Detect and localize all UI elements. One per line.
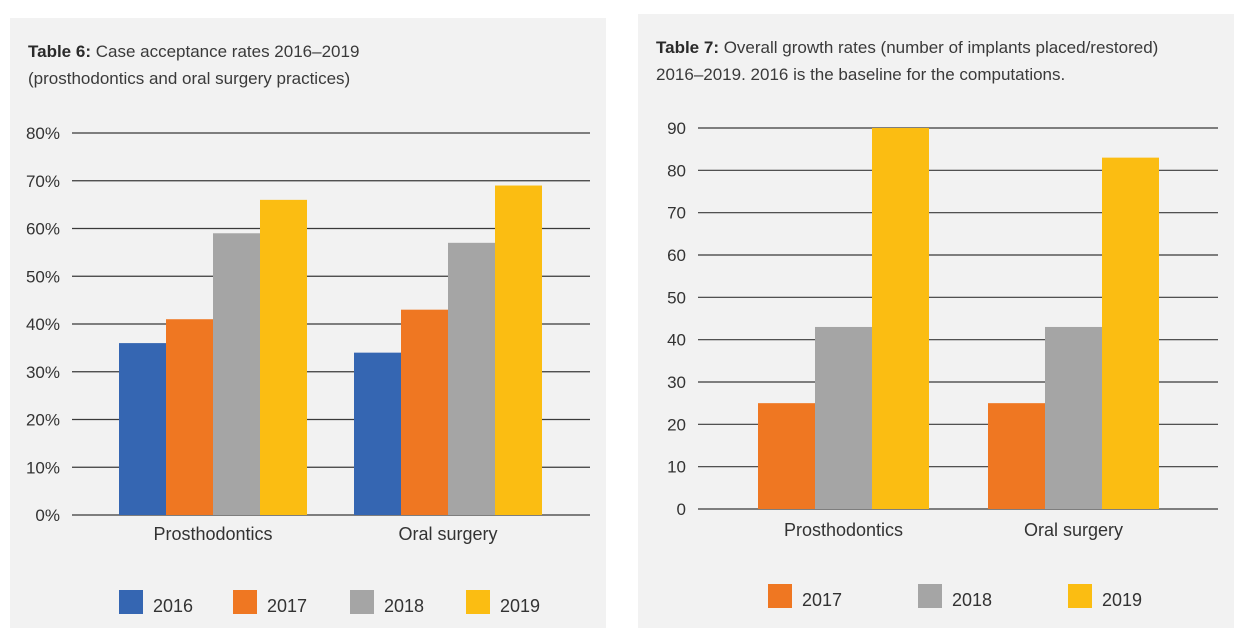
x-category-label: Oral surgery	[398, 524, 497, 544]
bar-2018-prosthodontics	[815, 326, 872, 509]
legend-swatch-2019	[466, 590, 490, 614]
y-tick-label: 70%	[26, 172, 60, 191]
bar-2018-oral-surgery	[448, 242, 495, 515]
bar-2017-prosthodontics	[758, 403, 815, 509]
y-tick-label: 60	[667, 246, 686, 265]
legend-swatch-2018	[350, 590, 374, 614]
table-6-panel: Table 6: Case acceptance rates 2016–2019…	[10, 18, 606, 628]
legend-label-2019: 2019	[1102, 590, 1142, 610]
bar-2016-oral-surgery	[354, 352, 401, 515]
x-category-label: Oral surgery	[1024, 520, 1123, 540]
y-tick-label: 80	[667, 161, 686, 180]
table-7-caption-line2: 2016–2019. 2016 is the baseline for the …	[656, 65, 1066, 84]
legend-swatch-2017	[768, 584, 792, 608]
table-6-caption-label: Table 6:	[28, 42, 91, 61]
y-tick-label: 60%	[26, 220, 60, 239]
y-tick-label: 30	[667, 373, 686, 392]
y-tick-label: 80%	[26, 124, 60, 143]
x-category-label: Prosthodontics	[153, 524, 272, 544]
legend-label-2018: 2018	[952, 590, 992, 610]
y-tick-label: 30%	[26, 363, 60, 382]
legend-label-2017: 2017	[802, 590, 842, 610]
y-tick-label: 70	[667, 204, 686, 223]
y-tick-label: 10%	[26, 458, 60, 477]
table-7-bar-chart: 0 10 20 30 40 50 60 70 80 90 Prosthodontics Oral su…	[667, 119, 1218, 610]
bar-2016-prosthodontics	[119, 343, 166, 515]
y-tick-label: 90	[667, 119, 686, 138]
table-7-panel: Table 7: Overall growth rates (number of…	[638, 14, 1234, 628]
bar-2017-oral-surgery	[401, 309, 448, 515]
bar-2019-oral-surgery	[495, 185, 542, 515]
table-6-caption: Table 6: Case acceptance rates 2016–2019…	[28, 38, 588, 92]
y-tick-label: 50	[667, 288, 686, 307]
y-tick-label: 10	[667, 458, 686, 477]
table-6-bar-chart: 0% 10% 20% 30% 40% 50% 60% 70% 80% Prosthodontics…	[26, 124, 590, 616]
legend-label-2019: 2019	[500, 596, 540, 616]
x-category-label: Prosthodontics	[784, 520, 903, 540]
legend-swatch-2016	[119, 590, 143, 614]
y-tick-label: 40	[667, 331, 686, 350]
table-7-caption-label: Table 7:	[656, 38, 719, 57]
bar-2018-oral-surgery	[1045, 326, 1102, 509]
table-7-caption-line1: Overall growth rates (number of implants…	[718, 38, 1159, 57]
y-tick-label: 40%	[26, 315, 60, 334]
legend-swatch-2018	[918, 584, 942, 608]
y-tick-label: 20	[667, 415, 686, 434]
y-tick-label: 0	[677, 500, 686, 519]
bar-2019-prosthodontics	[872, 128, 929, 509]
bar-2019-prosthodontics	[260, 199, 307, 515]
y-tick-label: 50%	[26, 267, 60, 286]
y-tick-label: 0%	[35, 506, 60, 525]
legend-label-2016: 2016	[153, 596, 193, 616]
legend-label-2017: 2017	[267, 596, 307, 616]
legend-swatch-2017	[233, 590, 257, 614]
legend-label-2018: 2018	[384, 596, 424, 616]
bar-2018-prosthodontics	[213, 233, 260, 515]
bar-2017-prosthodontics	[166, 319, 213, 515]
table-6-caption-line1: Case acceptance rates 2016–2019	[90, 42, 360, 61]
legend-swatch-2019	[1068, 584, 1092, 608]
table-6-caption-line2: (prosthodontics and oral surgery practic…	[28, 69, 351, 88]
bar-2017-oral-surgery	[988, 403, 1045, 509]
table-7-caption: Table 7: Overall growth rates (number of…	[656, 34, 1231, 88]
bar-2019-oral-surgery	[1102, 157, 1159, 509]
y-tick-label: 20%	[26, 411, 60, 430]
